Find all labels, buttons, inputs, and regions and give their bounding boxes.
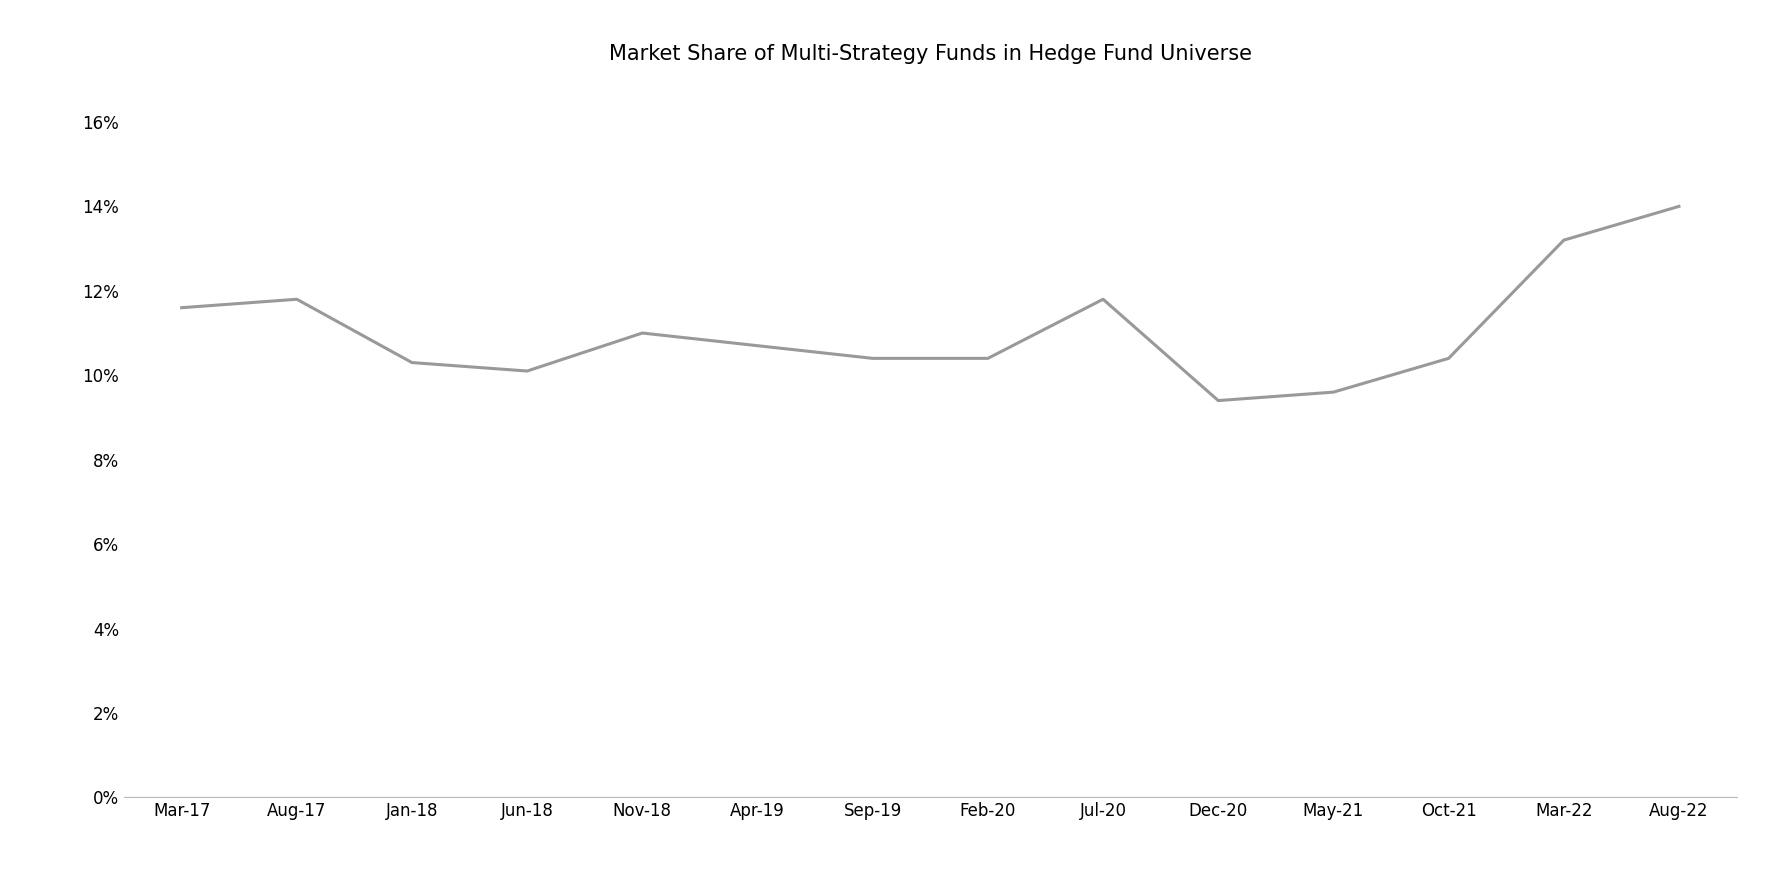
Title: Market Share of Multi-Strategy Funds in Hedge Fund Universe: Market Share of Multi-Strategy Funds in … [610,44,1251,65]
